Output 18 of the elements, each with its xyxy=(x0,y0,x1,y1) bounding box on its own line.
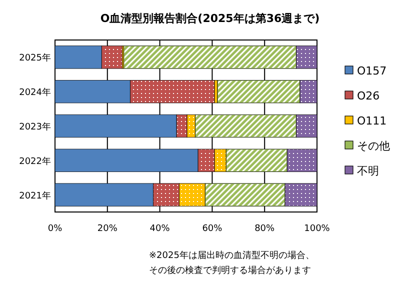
x-tick-label: 40% xyxy=(150,224,170,234)
legend-label: O26 xyxy=(357,90,380,102)
y-tick-label: 2022年 xyxy=(19,156,51,167)
legend-label: 不明 xyxy=(357,164,379,178)
legend-label: その他 xyxy=(357,140,390,152)
legend-label: O157 xyxy=(357,64,387,78)
y-tick-label: 2024年 xyxy=(19,87,51,98)
x-tick-label: 80% xyxy=(254,224,276,234)
x-tick-label: 100% xyxy=(304,224,330,234)
y-tick-label: 2021年 xyxy=(19,190,51,202)
y-tick-label: 2025年 xyxy=(19,52,51,64)
text: ※2025年は届出時の血清型不明の場合、その後の検査で判明する場合があります xyxy=(149,250,314,276)
chart-title: O血清型別報告割合(2025年は第36週まで) xyxy=(100,12,320,25)
x-tick-label: 0% xyxy=(48,224,63,234)
legend-label: O111 xyxy=(357,114,387,128)
x-tick-label: 20% xyxy=(97,224,118,234)
y-tick-label: 2023年 xyxy=(19,122,51,132)
x-tick-label: 60% xyxy=(202,224,223,234)
